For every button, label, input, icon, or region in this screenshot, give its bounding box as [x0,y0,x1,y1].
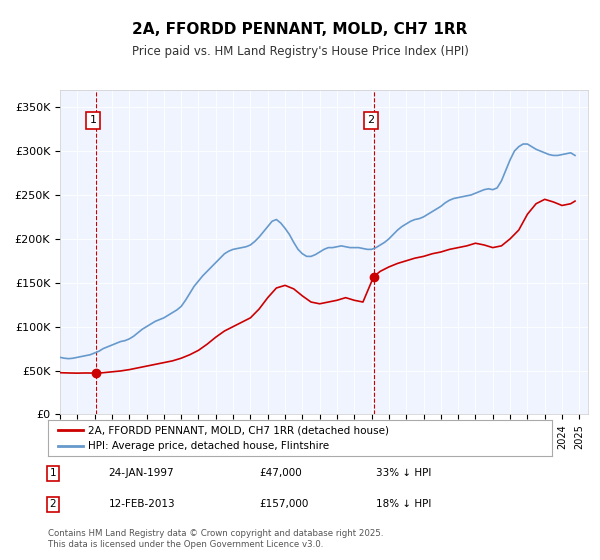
Text: 18% ↓ HPI: 18% ↓ HPI [376,500,431,509]
Text: 2: 2 [50,500,56,509]
Text: 1: 1 [90,115,97,125]
Text: 12-FEB-2013: 12-FEB-2013 [109,500,175,509]
Text: 2A, FFORDD PENNANT, MOLD, CH7 1RR: 2A, FFORDD PENNANT, MOLD, CH7 1RR [133,22,467,38]
Text: 1: 1 [50,468,56,478]
Text: £157,000: £157,000 [260,500,309,509]
Text: Contains HM Land Registry data © Crown copyright and database right 2025.
This d: Contains HM Land Registry data © Crown c… [48,529,383,549]
Text: £47,000: £47,000 [260,468,302,478]
Text: HPI: Average price, detached house, Flintshire: HPI: Average price, detached house, Flin… [88,441,329,451]
Text: 2: 2 [368,115,374,125]
Text: 33% ↓ HPI: 33% ↓ HPI [376,468,431,478]
Text: 2A, FFORDD PENNANT, MOLD, CH7 1RR (detached house): 2A, FFORDD PENNANT, MOLD, CH7 1RR (detac… [88,425,389,435]
Text: Price paid vs. HM Land Registry's House Price Index (HPI): Price paid vs. HM Land Registry's House … [131,45,469,58]
Text: 24-JAN-1997: 24-JAN-1997 [109,468,174,478]
